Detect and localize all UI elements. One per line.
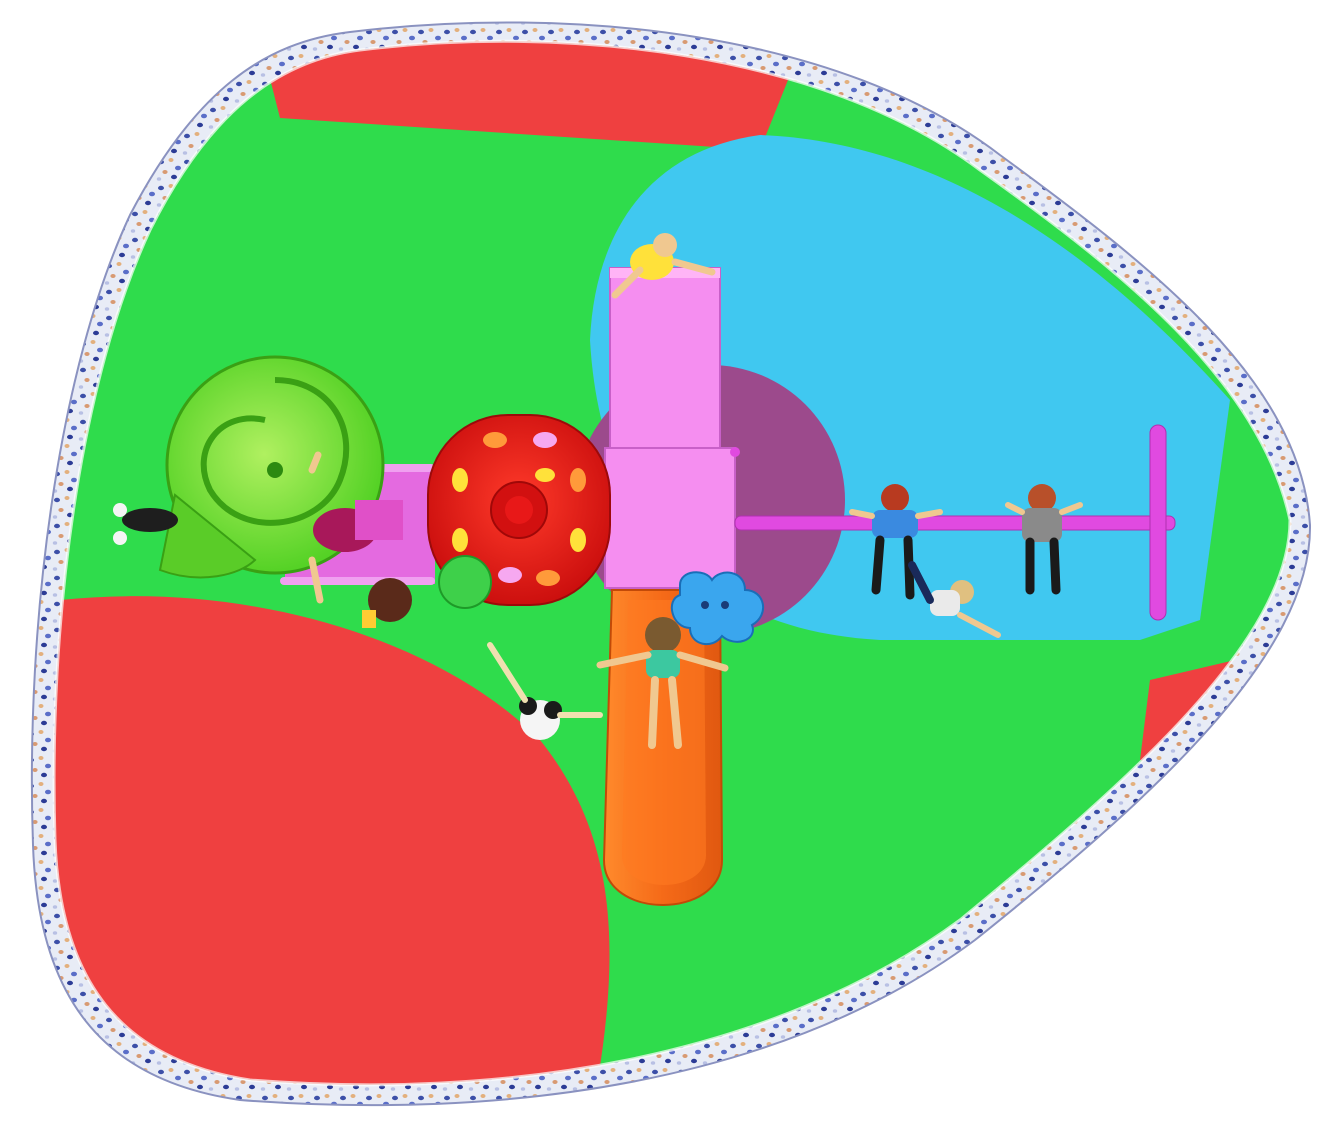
straight-slide — [602, 589, 724, 906]
child-on-slide — [596, 617, 729, 749]
horizontal-bar — [734, 515, 1176, 531]
cloud-panel — [670, 571, 765, 646]
red-zone-bottom-left — [54, 596, 610, 1085]
child-on-deck — [611, 233, 716, 299]
child-walking — [908, 561, 1001, 638]
green-ball — [438, 555, 492, 609]
child-near-spiral — [113, 503, 178, 545]
child-on-bar-right — [1005, 484, 1083, 595]
child-with-bag — [362, 578, 412, 628]
child-panda-hat — [487, 642, 603, 740]
red-zone-top — [250, 41, 820, 150]
upper-deck — [609, 267, 721, 449]
mushroom-roof — [427, 414, 611, 609]
bar-end-post — [1149, 424, 1167, 621]
central-deck — [604, 447, 736, 589]
surface-edge — [52, 39, 1292, 1087]
child-on-walkway — [308, 451, 403, 604]
